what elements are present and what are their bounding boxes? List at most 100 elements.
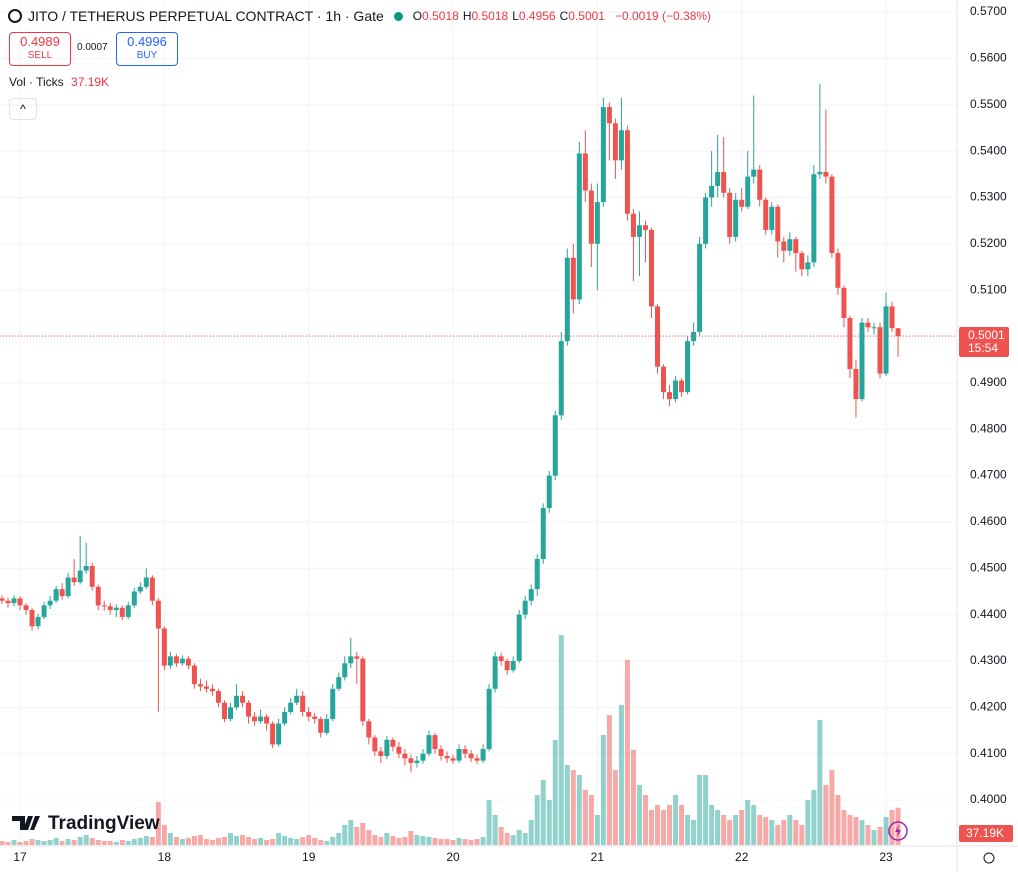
volume-bar [366,830,372,845]
volume-bar [426,837,432,845]
candle-body [414,760,420,763]
volume-bar [354,827,360,845]
volume-bar [83,835,89,845]
candle-body [0,598,5,601]
volume-bar [396,838,402,845]
candle-body [378,751,384,757]
collapse-button[interactable]: ^ [9,98,37,120]
candle-body [727,192,733,237]
candle-body [805,262,811,270]
volume-badge [959,825,1013,842]
candle-body [402,753,408,759]
candle-body [288,702,294,712]
candle-body [264,716,270,724]
volume-bar [540,780,546,845]
volume-bar [17,842,23,845]
volume-bar [612,770,618,845]
candle-body [83,565,89,571]
y-tick-label: 0.5100 [970,282,1007,296]
candle-body [594,202,600,244]
volume-bar [161,825,167,845]
volume-bar [799,825,805,845]
volume-bar [222,837,228,845]
candle-body [697,243,703,332]
volume-bar [546,800,552,845]
candle-body [191,665,197,685]
volume-bar [324,841,330,845]
candle-body [709,185,715,198]
ohlc-label: L [512,9,519,23]
volume-bar [215,838,221,845]
spread: 0.0007 [77,42,108,53]
candle-body [161,628,167,666]
candle-body [679,380,685,393]
change: −0.0019 (−0.38%) [614,9,712,23]
y-tick-label: 0.4100 [970,746,1007,760]
volume-bar [179,839,185,845]
x-tick-label: 17 [13,850,27,864]
settings-button[interactable] [983,852,995,864]
volume-bar [143,836,149,845]
y-tick-label: 0.4500 [970,560,1007,574]
y-tick-label: 0.4600 [970,514,1007,528]
volume-bar [89,838,95,845]
candle-body [648,229,654,307]
candle-body [492,656,498,689]
y-tick-label: 0.5500 [970,97,1007,111]
lightning-button[interactable] [888,821,908,841]
candle-body [89,565,95,587]
candle-body [107,606,113,610]
volume-bar [468,840,474,845]
volume-bar [402,837,408,845]
volume-bar [29,839,35,845]
volume-bar [342,825,348,845]
volume-bar [877,827,883,845]
y-tick-label: 0.5300 [970,190,1007,204]
volume-bar [715,810,721,845]
candle-body [636,225,642,237]
candle-body [228,707,234,719]
candle-body [811,174,817,263]
volume-bar [570,770,576,845]
candle-body [258,716,264,722]
volume-bar [883,817,889,845]
candle-body [179,658,185,664]
candle-body [53,589,59,601]
x-tick-label: 22 [735,850,749,864]
candle-body [426,735,432,754]
candle-body [883,306,889,374]
candle-body [534,559,540,590]
volume-bar [125,841,131,845]
volume-bar [757,815,763,845]
volume-bar [727,820,733,845]
volume-bar [889,810,895,845]
volume-bar [47,840,53,845]
candle-body [294,695,300,703]
volume-bar [228,833,234,845]
y-tick-label: 0.5400 [970,143,1007,157]
candle-body [769,206,775,230]
candle-body [408,758,414,763]
candle-body [600,107,606,203]
candle-body [889,306,895,329]
candle-body [197,684,203,687]
x-tick-label: 19 [302,850,316,864]
volume-bar [173,837,179,845]
volume-bar [264,840,270,845]
volume-bar [642,795,648,845]
candle-body [739,199,745,207]
volume-bar [588,795,594,845]
volume-bar [781,820,787,845]
candle-body [733,199,739,237]
sell-button[interactable]: 0.4989 SELL [9,32,71,66]
volume-bar [522,833,528,845]
buy-button[interactable]: 0.4996 BUY [116,32,178,66]
candle-body [5,600,11,604]
candle-body [155,600,161,629]
volume-bar [655,805,661,845]
volume-legend: Vol · Ticks 37.19K [9,75,109,89]
volume-bar [510,835,516,845]
volume-bar [450,840,456,845]
candle-body [354,656,360,659]
volume-bar [769,820,775,845]
